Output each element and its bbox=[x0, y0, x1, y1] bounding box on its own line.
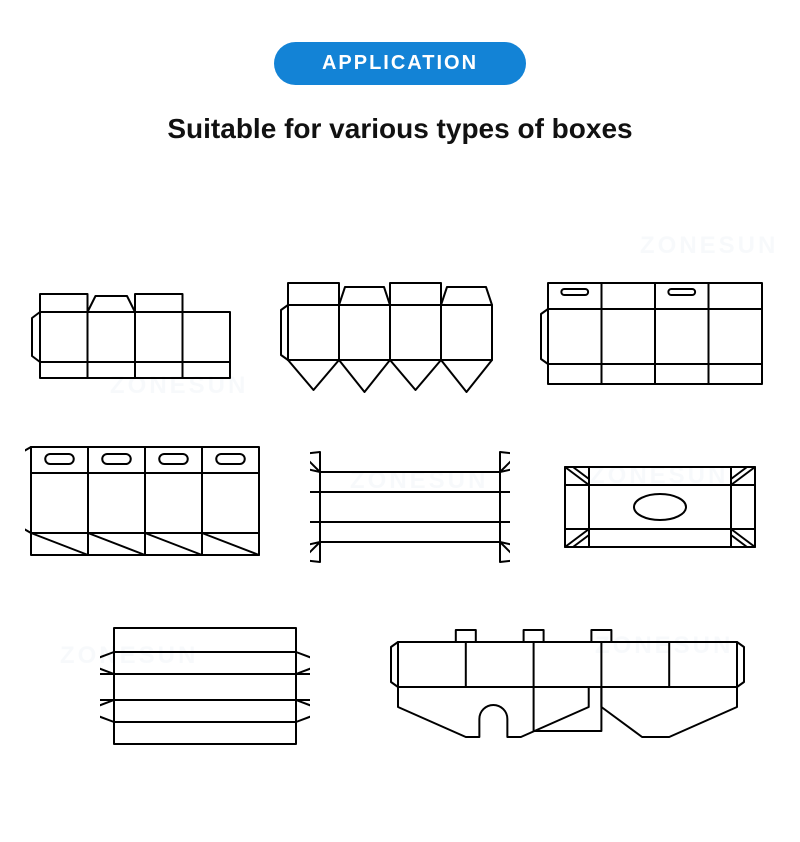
box-dieline-7 bbox=[100, 612, 310, 762]
application-badge: APPLICATION bbox=[274, 42, 526, 85]
box-dieline-4 bbox=[25, 437, 265, 577]
badge-container: APPLICATION bbox=[0, 42, 800, 85]
box-dieline-2 bbox=[280, 267, 500, 407]
box-dieline-1 bbox=[30, 272, 240, 402]
box-dieline-8 bbox=[390, 622, 745, 762]
subtitle: Suitable for various types of boxes bbox=[0, 113, 800, 145]
box-dieline-6 bbox=[555, 442, 765, 572]
box-dieline-3 bbox=[540, 267, 770, 407]
box-dieline-5 bbox=[310, 442, 510, 572]
watermark: ZONESUN bbox=[640, 232, 778, 260]
